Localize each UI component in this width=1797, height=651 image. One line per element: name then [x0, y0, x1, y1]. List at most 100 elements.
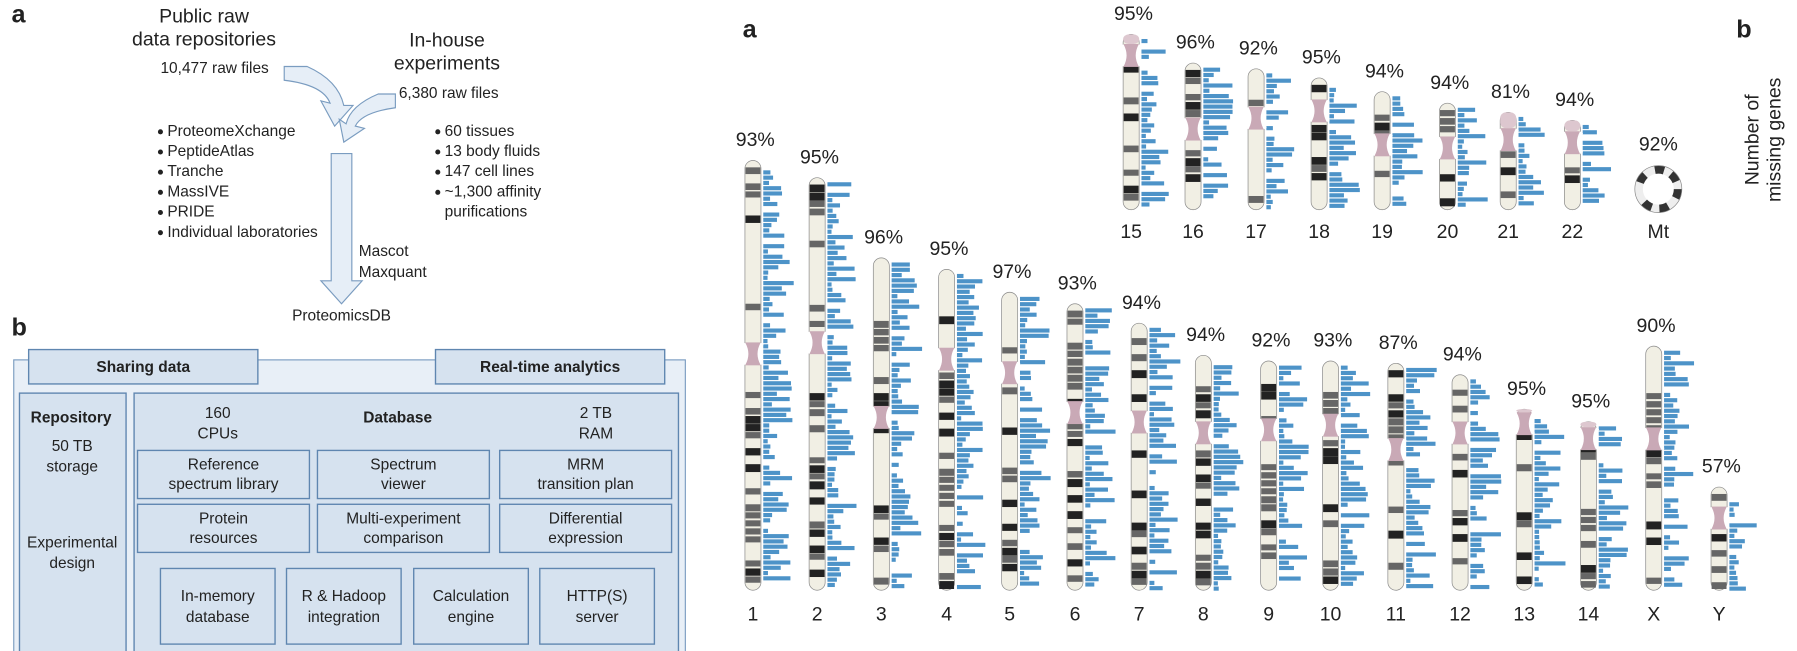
- gene-bar: [1664, 371, 1676, 376]
- arrow: [338, 93, 396, 144]
- repository-box: [18, 392, 127, 651]
- bullet: [157, 169, 163, 175]
- band: [1067, 422, 1083, 430]
- chromosome: [1708, 486, 1757, 591]
- gene-bar: [1582, 151, 1605, 156]
- gene-bar: [1406, 494, 1413, 499]
- gene-bar: [891, 462, 899, 467]
- gene-bar: [763, 201, 778, 207]
- coverage: 90%: [1637, 315, 1676, 337]
- coverage: 95%: [800, 146, 839, 168]
- centromere-pinch: [998, 361, 1021, 384]
- band: [1323, 568, 1339, 576]
- gene-bar: [1340, 370, 1356, 376]
- band: [1711, 493, 1727, 501]
- box-text: 160: [205, 405, 231, 422]
- gene-bar: [891, 336, 905, 341]
- gene-bar: [1019, 296, 1040, 301]
- gene-bar: [1213, 365, 1233, 370]
- gene-bar: [1019, 444, 1047, 449]
- gene-bar: [1470, 563, 1484, 569]
- band: [1323, 391, 1339, 399]
- gene-bar: [1406, 420, 1420, 425]
- gene-bar: [763, 391, 777, 396]
- band: [809, 393, 825, 401]
- band: [809, 184, 825, 193]
- gene-bar: [1019, 328, 1050, 333]
- gene-bar: [891, 431, 915, 436]
- gene-bar: [1340, 497, 1367, 502]
- gene-bar: [1582, 182, 1588, 188]
- band: [1388, 434, 1404, 441]
- gene-bar: [1406, 489, 1411, 494]
- gene-bar: [1664, 429, 1678, 434]
- chromosome-label: 15: [1120, 221, 1142, 243]
- centromere: [809, 331, 825, 355]
- gene-bar: [1213, 433, 1223, 438]
- gene-bar: [1534, 498, 1553, 503]
- band: [1067, 358, 1083, 366]
- gene-bar: [1406, 552, 1436, 557]
- chromosome-label: Mt: [1648, 221, 1670, 243]
- gene-bar: [1149, 327, 1161, 332]
- band: [1646, 417, 1662, 424]
- gene-bar: [827, 213, 837, 219]
- gene-bar: [1534, 545, 1540, 550]
- band: [939, 524, 955, 531]
- centromere-pinch: [1385, 438, 1407, 461]
- gene-bar: [1518, 127, 1541, 132]
- file-count: 10,477 raw files: [160, 60, 269, 77]
- gene-bar: [1534, 477, 1539, 482]
- repository-item: PRIDE: [167, 204, 214, 221]
- gene-bar: [1141, 191, 1169, 196]
- gene-bar: [1664, 456, 1678, 461]
- gene-bar: [1278, 465, 1294, 470]
- band: [1067, 527, 1083, 534]
- band: [1388, 402, 1404, 409]
- chromosome: [1192, 354, 1244, 591]
- gene-bar: [1470, 389, 1486, 395]
- gene-bar: [1213, 523, 1236, 528]
- module-box: [498, 503, 673, 554]
- gene-bar: [956, 484, 962, 489]
- gene-bar: [1664, 508, 1678, 513]
- gene-bar: [1085, 471, 1104, 476]
- gene-bar: [1406, 541, 1425, 546]
- chromosome-label: Y: [1713, 604, 1726, 626]
- gene-bar: [1470, 516, 1487, 521]
- centromere: [1452, 421, 1468, 445]
- gene-bar: [1149, 517, 1178, 522]
- gene-bar: [956, 542, 986, 547]
- gene-bar: [763, 291, 787, 296]
- gene-bar: [1085, 550, 1107, 555]
- band: [1374, 170, 1390, 178]
- gene-bar: [1203, 72, 1214, 78]
- gene-bar: [1406, 425, 1428, 431]
- module-text: transition plan: [537, 476, 633, 493]
- module-text: comparison: [363, 530, 443, 547]
- gene-bar: [1598, 431, 1605, 436]
- gene-bar: [1085, 308, 1112, 313]
- gene-bar: [1406, 515, 1415, 520]
- infrastructure-text: In-memory: [181, 588, 255, 605]
- gene-bar: [1406, 483, 1431, 489]
- centromere-pinch: [1120, 44, 1142, 67]
- band: [1388, 418, 1404, 426]
- centromere-pinch: [1449, 421, 1471, 445]
- gene-bar: [1470, 542, 1482, 547]
- gene-bar: [763, 455, 775, 460]
- gene-bar: [1534, 524, 1552, 529]
- gene-bar: [1149, 375, 1173, 380]
- band: [1580, 516, 1596, 524]
- gene-bar: [1518, 201, 1534, 206]
- gene-bar: [1518, 169, 1526, 174]
- band: [745, 424, 761, 432]
- band: [1195, 482, 1211, 489]
- gene-bar: [827, 482, 833, 487]
- band: [809, 192, 825, 201]
- chromosome-body: [1310, 77, 1328, 211]
- band: [1185, 69, 1201, 78]
- band: [1711, 534, 1727, 542]
- gene-bar: [1278, 439, 1293, 444]
- bullet: [157, 209, 163, 216]
